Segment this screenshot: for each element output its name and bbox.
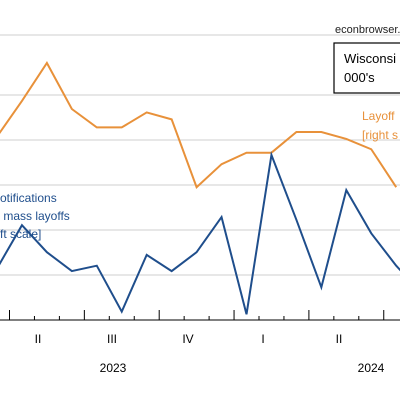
title-box-line-2: 000's [344, 70, 375, 85]
x-quarter-label: III [107, 332, 117, 346]
x-quarter-label: II [35, 332, 42, 346]
x-quarter-label: I [261, 332, 264, 346]
x-quarter-label: IV [182, 332, 193, 346]
source-note: econbrowser. [335, 24, 400, 36]
x-quarter-labels: II III IV I II [35, 332, 343, 346]
title-box-line-1: Wisconsi [344, 51, 396, 66]
warn-series-label: otifications mass layoffs ft scale] [0, 191, 70, 241]
layoffs-label-line-1: Layoff [362, 109, 395, 123]
series-lines [0, 61, 400, 315]
gridlines [0, 34, 400, 276]
x-year-label: 2023 [100, 361, 127, 375]
warn-label-line-3: ft scale] [0, 227, 41, 241]
x-quarter-label: II [336, 332, 343, 346]
warn-notifications-line [0, 151, 400, 315]
layoffs-label-line-2: [right s [362, 128, 398, 142]
layoffs-line [0, 61, 398, 189]
warn-label-line-1: otifications [0, 191, 57, 205]
warn-label-line-2: mass layoffs [0, 209, 70, 223]
x-year-label: 2024 [358, 361, 385, 375]
x-axis-ticks [9, 310, 385, 320]
x-year-labels: 2023 2024 [100, 361, 385, 375]
layoffs-series-label: Layoff [right s [362, 109, 398, 142]
title-box: Wisconsi 000's [333, 42, 400, 94]
